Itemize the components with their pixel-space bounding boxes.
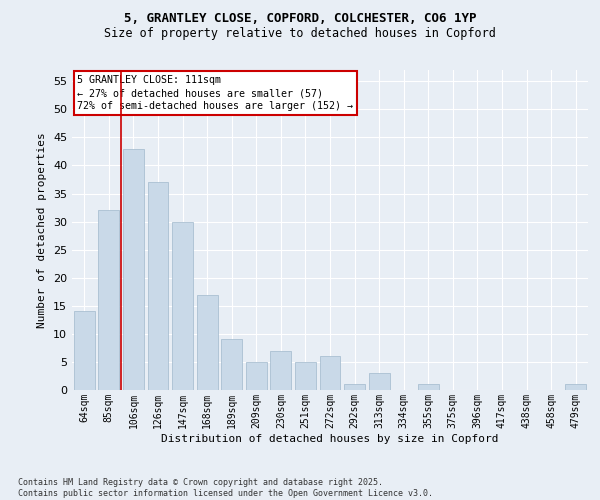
Bar [565, 384, 586, 390]
Y-axis label: Number of detached properties: Number of detached properties [37, 132, 47, 328]
Bar [271, 350, 292, 390]
Bar [344, 384, 365, 390]
Text: 5, GRANTLEY CLOSE, COPFORD, COLCHESTER, CO6 1YP: 5, GRANTLEY CLOSE, COPFORD, COLCHESTER, … [124, 12, 476, 26]
Bar [98, 210, 119, 390]
Text: Contains HM Land Registry data © Crown copyright and database right 2025.
Contai: Contains HM Land Registry data © Crown c… [18, 478, 433, 498]
Text: 5 GRANTLEY CLOSE: 111sqm
← 27% of detached houses are smaller (57)
72% of semi-d: 5 GRANTLEY CLOSE: 111sqm ← 27% of detach… [77, 75, 353, 111]
X-axis label: Distribution of detached houses by size in Copford: Distribution of detached houses by size … [161, 434, 499, 444]
Bar [368, 373, 389, 390]
Bar [295, 362, 316, 390]
Bar [320, 356, 340, 390]
Bar [172, 222, 193, 390]
Text: Size of property relative to detached houses in Copford: Size of property relative to detached ho… [104, 28, 496, 40]
Bar [123, 148, 144, 390]
Bar [246, 362, 267, 390]
Bar [74, 312, 95, 390]
Bar [418, 384, 439, 390]
Bar [148, 182, 169, 390]
Bar [197, 294, 218, 390]
Bar [221, 340, 242, 390]
